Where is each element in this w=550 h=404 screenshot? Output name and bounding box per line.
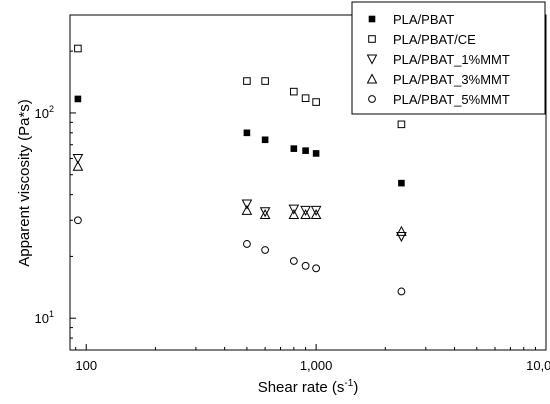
data-point <box>312 150 320 157</box>
data-point <box>259 208 271 220</box>
data-marks <box>72 44 407 296</box>
series-5 <box>74 216 406 296</box>
data-point <box>74 44 82 53</box>
data-point <box>289 257 298 265</box>
data-point <box>290 145 298 152</box>
data-point <box>396 232 407 243</box>
series-4 <box>72 160 407 236</box>
y-tick-label: 102 <box>35 104 54 121</box>
legend-label: PLA/PBAT_1%MMT <box>393 52 510 67</box>
data-point <box>243 129 251 137</box>
series-1 <box>74 95 405 187</box>
data-point <box>397 120 406 129</box>
legend-marker <box>366 54 378 65</box>
legend-label: PLA/PBAT <box>393 12 454 27</box>
data-point <box>290 87 298 96</box>
data-point <box>261 246 270 254</box>
data-point <box>398 179 405 187</box>
x-axis-label: Shear rate (s-1) <box>258 378 359 396</box>
data-point <box>243 240 251 248</box>
data-point <box>72 153 84 165</box>
data-point <box>396 225 407 236</box>
data-point <box>74 216 82 225</box>
series-2 <box>74 44 406 129</box>
data-point <box>241 204 253 215</box>
series-3 <box>72 153 407 243</box>
plot-frame <box>69 14 547 351</box>
x-tick-label: 10,000 <box>526 358 550 373</box>
data-point <box>300 205 311 216</box>
y-tick-label: 101 <box>35 309 54 326</box>
x-axis-label-main: Shear rate (s <box>258 379 345 396</box>
x-tick-label: 1,000 <box>300 358 333 373</box>
legend: PLA/PBAT PLA/PBAT/CE PLA/PBAT_1%MMT PLA/PBA… <box>351 1 546 115</box>
data-point <box>310 205 322 216</box>
legend-marker <box>368 35 376 43</box>
legend-marker <box>366 73 378 84</box>
data-point <box>312 98 320 106</box>
data-point <box>261 77 269 85</box>
legend-label: PLA/PBAT/CE <box>393 32 476 47</box>
data-point <box>301 94 310 102</box>
data-point <box>301 261 310 270</box>
x-tick-label: 100 <box>75 358 97 373</box>
data-point <box>300 208 311 220</box>
data-point <box>397 287 406 296</box>
data-point <box>72 160 84 171</box>
data-point <box>241 199 253 210</box>
legend-label: PLA/PBAT_5%MMT <box>393 92 510 107</box>
data-point <box>302 147 309 154</box>
data-point <box>312 264 321 273</box>
x-axis-label-end: ) <box>353 379 358 396</box>
data-point <box>288 204 300 215</box>
y-axis-label: Apparent viscosity (Pa*s) <box>16 99 33 267</box>
data-point <box>310 208 322 220</box>
legend-frame <box>351 1 546 115</box>
legend-label: PLA/PBAT_3%MMT <box>393 72 510 87</box>
axis-ticks: 100 1,000 10,000 101 102 <box>35 14 550 373</box>
data-point <box>261 136 269 144</box>
data-point <box>288 208 300 220</box>
legend-marker <box>368 15 376 23</box>
data-point <box>259 207 271 218</box>
data-point <box>74 95 82 103</box>
x-axis-label-sup: -1 <box>344 378 353 389</box>
data-point <box>243 77 251 85</box>
legend-marker <box>368 95 376 103</box>
